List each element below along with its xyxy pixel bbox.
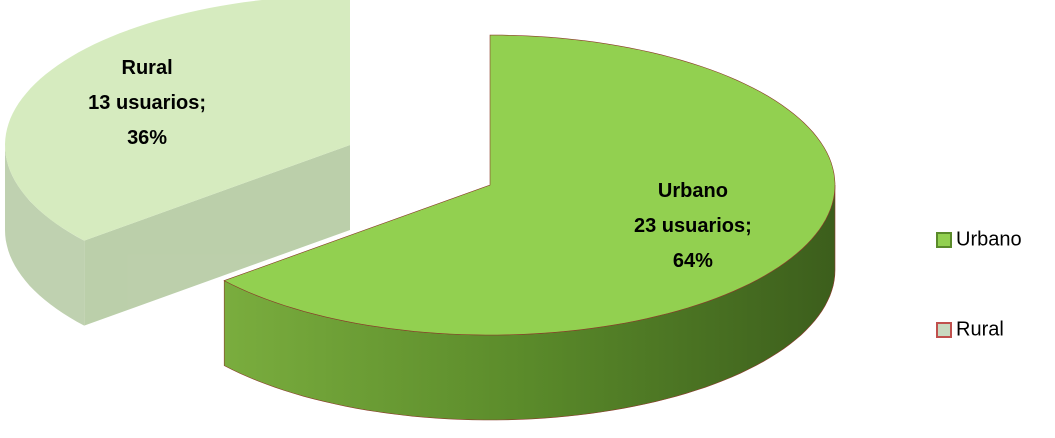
data-label: 23 usuarios; bbox=[634, 215, 752, 237]
legend-marker bbox=[936, 322, 952, 338]
data-label: 13 usuarios; bbox=[88, 92, 206, 114]
legend-label: Rural bbox=[956, 318, 1004, 340]
data-label: Rural bbox=[122, 57, 173, 79]
slice-face bbox=[84, 145, 351, 326]
slice-top bbox=[223, 34, 836, 336]
data-label: 36% bbox=[127, 127, 167, 149]
legend-label: Urbano bbox=[956, 228, 1022, 250]
slice-top bbox=[5, 0, 350, 241]
data-label: Urbano bbox=[658, 180, 728, 202]
slice-side bbox=[5, 145, 85, 326]
legend-marker bbox=[936, 232, 952, 248]
slice bbox=[223, 34, 836, 421]
data-label: 64% bbox=[673, 250, 713, 272]
slice bbox=[5, 0, 351, 326]
